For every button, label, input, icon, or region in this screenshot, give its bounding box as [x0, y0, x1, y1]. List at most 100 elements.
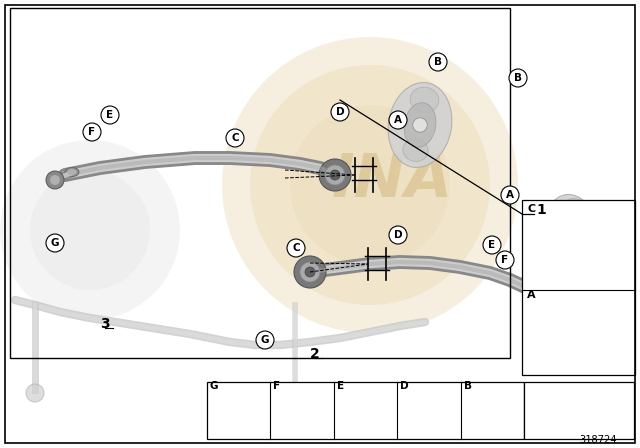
Circle shape [501, 186, 519, 204]
Ellipse shape [541, 295, 554, 305]
Ellipse shape [543, 194, 596, 266]
Text: C: C [231, 133, 239, 143]
Bar [582, 306, 588, 368]
Circle shape [83, 123, 101, 141]
Ellipse shape [403, 139, 428, 161]
Ellipse shape [295, 412, 309, 421]
Circle shape [26, 384, 44, 402]
Text: D: D [400, 381, 409, 391]
Circle shape [550, 301, 560, 311]
Text: F: F [501, 255, 509, 265]
Ellipse shape [228, 414, 250, 422]
Circle shape [330, 170, 340, 180]
Circle shape [426, 414, 433, 421]
Ellipse shape [289, 417, 315, 425]
Text: D: D [394, 230, 403, 240]
Text: A: A [394, 115, 402, 125]
Circle shape [30, 170, 150, 290]
Circle shape [484, 408, 500, 424]
Circle shape [0, 140, 180, 320]
Text: G: G [51, 238, 60, 248]
Text: F: F [88, 127, 95, 137]
Ellipse shape [404, 103, 436, 147]
Text: INA: INA [332, 151, 453, 210]
Circle shape [226, 403, 252, 429]
Circle shape [356, 407, 374, 425]
Circle shape [418, 405, 440, 427]
Text: B: B [463, 381, 472, 391]
Circle shape [222, 37, 518, 333]
Bar [522, 200, 635, 375]
Circle shape [483, 236, 501, 254]
Circle shape [50, 175, 60, 185]
Circle shape [389, 226, 407, 244]
Text: A: A [527, 290, 536, 300]
Ellipse shape [562, 198, 586, 220]
Circle shape [422, 409, 436, 423]
Circle shape [496, 251, 514, 269]
Text: G: G [210, 381, 218, 391]
Bar [582, 217, 588, 285]
Circle shape [429, 53, 447, 71]
Circle shape [319, 159, 351, 191]
Circle shape [46, 234, 64, 252]
Circle shape [564, 224, 576, 236]
Circle shape [305, 267, 315, 277]
Circle shape [287, 239, 305, 257]
Circle shape [294, 256, 326, 288]
Bar [10, 8, 510, 358]
Ellipse shape [355, 415, 376, 421]
Ellipse shape [67, 169, 77, 175]
Circle shape [413, 118, 428, 132]
Bar [524, 382, 634, 439]
Text: B: B [434, 57, 442, 67]
Circle shape [235, 416, 243, 424]
Ellipse shape [483, 415, 502, 421]
Text: 3: 3 [100, 317, 109, 331]
Circle shape [389, 111, 407, 129]
Text: 2: 2 [310, 347, 320, 361]
Circle shape [300, 262, 320, 282]
Circle shape [226, 129, 244, 147]
Ellipse shape [550, 310, 561, 314]
Circle shape [250, 65, 490, 305]
Ellipse shape [388, 82, 452, 168]
Circle shape [325, 165, 345, 185]
Ellipse shape [556, 241, 577, 260]
Circle shape [582, 213, 588, 220]
Text: A: A [506, 190, 514, 200]
Circle shape [353, 403, 378, 429]
Bar [207, 382, 524, 439]
Circle shape [288, 386, 302, 400]
Text: 318724: 318724 [579, 435, 617, 445]
Circle shape [581, 301, 589, 309]
Ellipse shape [420, 415, 438, 421]
Text: E: E [337, 381, 344, 391]
Ellipse shape [49, 182, 61, 188]
Circle shape [579, 210, 591, 222]
Circle shape [230, 407, 248, 425]
Circle shape [46, 171, 64, 189]
Text: B: B [514, 73, 522, 83]
Ellipse shape [410, 87, 439, 112]
Circle shape [546, 297, 564, 315]
Ellipse shape [557, 211, 583, 249]
Circle shape [101, 106, 119, 124]
Text: C: C [292, 243, 300, 253]
Circle shape [256, 331, 274, 349]
Circle shape [290, 105, 450, 265]
Circle shape [360, 412, 371, 422]
Circle shape [578, 298, 592, 312]
Circle shape [509, 69, 527, 87]
Circle shape [488, 415, 496, 423]
Circle shape [331, 103, 349, 121]
Text: E: E [488, 240, 495, 250]
Text: D: D [336, 107, 344, 117]
Ellipse shape [65, 168, 79, 177]
Circle shape [480, 404, 504, 428]
Text: C: C [527, 204, 535, 214]
Text: F: F [273, 381, 280, 391]
Ellipse shape [290, 408, 314, 424]
Polygon shape [557, 418, 601, 428]
Text: G: G [260, 335, 269, 345]
